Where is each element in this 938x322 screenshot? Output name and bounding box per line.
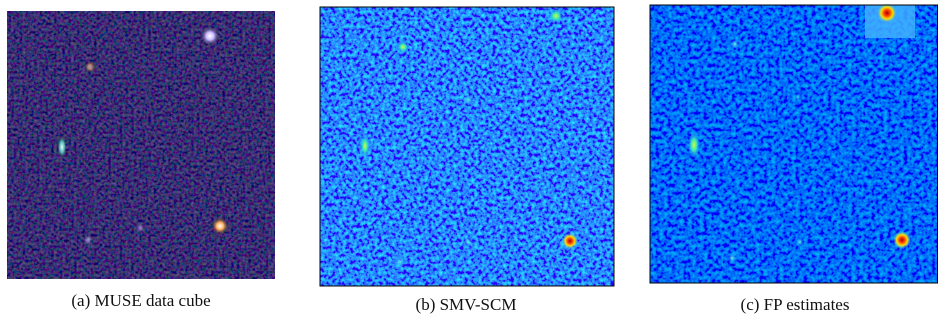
source: [395, 257, 405, 267]
source: [211, 217, 229, 235]
source: [84, 61, 96, 73]
source: [877, 3, 897, 23]
source: [200, 26, 220, 46]
panel-b: [319, 6, 615, 287]
caption: (a) MUSE data cube: [71, 291, 210, 310]
source: [360, 135, 370, 157]
source: [57, 135, 67, 159]
caption: (c) FP estimates: [741, 295, 850, 314]
panel-a: [7, 11, 275, 279]
source: [796, 238, 804, 246]
image-noise: [7, 11, 275, 279]
panel-c: [649, 3, 938, 284]
source: [893, 231, 911, 249]
source: [727, 253, 737, 263]
source: [463, 95, 473, 105]
source: [83, 235, 93, 245]
source: [463, 237, 473, 247]
image-border: [319, 6, 615, 287]
source: [688, 132, 700, 158]
source: [397, 41, 409, 53]
source: [730, 39, 740, 49]
source: [794, 93, 802, 101]
source: [549, 9, 563, 23]
source: [135, 223, 145, 233]
source: [562, 233, 578, 249]
caption: (b) SMV-SCM: [416, 295, 517, 314]
